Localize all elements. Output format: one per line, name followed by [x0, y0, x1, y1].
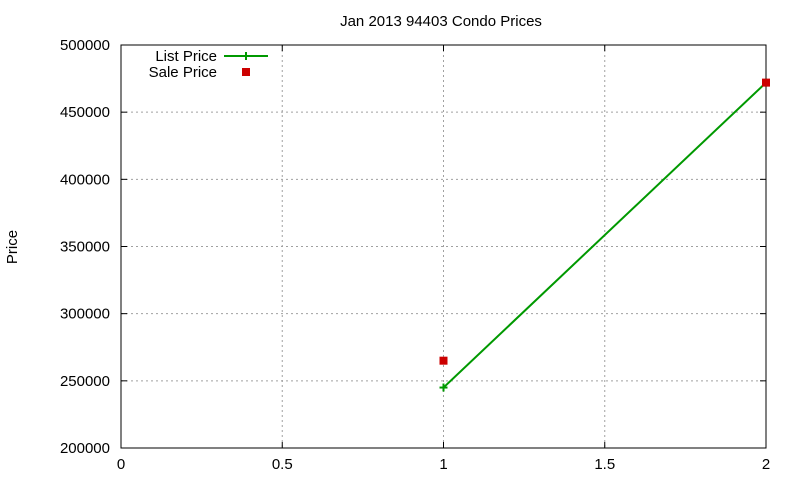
tick-labels: 0 0.5 1 1.5 2 200000 250000 300000 350000 400000 4…	[60, 37, 770, 473]
grid-lines	[121, 45, 766, 448]
legend-marker	[242, 68, 250, 76]
sale-price-point	[439, 356, 448, 365]
legend-marker	[242, 52, 250, 60]
y-tick-label: 450000	[60, 104, 110, 121]
y-tick-label: 200000	[60, 440, 110, 457]
legend-entry-list-price: List Price	[155, 48, 268, 65]
sale-price-series	[439, 78, 770, 365]
legend-label: Sale Price	[149, 64, 217, 81]
y-tick-label: 300000	[60, 306, 110, 323]
x-tick-label: 1.5	[594, 456, 615, 473]
y-tick-label: 350000	[60, 239, 110, 256]
legend-label: List Price	[155, 48, 217, 65]
sale-price-point	[762, 78, 770, 87]
axes	[120, 44, 767, 449]
x-tick-label: 0	[117, 456, 125, 473]
y-tick-label: 500000	[60, 37, 110, 54]
chart-title: Jan 2013 94403 Condo Prices	[340, 13, 542, 30]
y-tick-label: 250000	[60, 373, 110, 390]
legend-entry-sale-price: Sale Price	[149, 64, 250, 81]
list-price-point	[439, 383, 448, 392]
data-series	[439, 78, 770, 392]
x-tick-label: 1	[439, 456, 447, 473]
x-tick-label: 0.5	[272, 456, 293, 473]
x-tick-label: 2	[762, 456, 770, 473]
y-tick-label: 400000	[60, 171, 110, 188]
list-price-line	[442, 81, 767, 389]
y-axis-label: Price	[4, 230, 21, 264]
